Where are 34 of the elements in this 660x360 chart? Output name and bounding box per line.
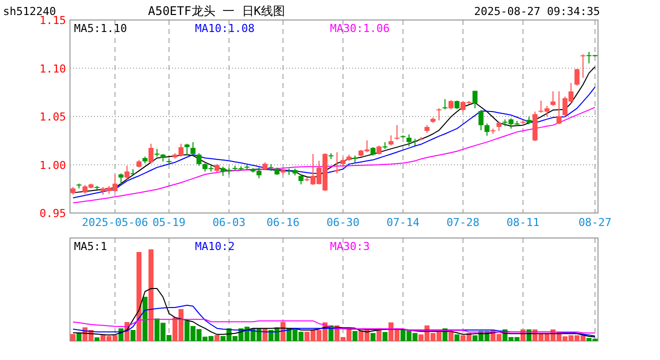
y-tick-label: 1.00: [40, 158, 66, 172]
bar: [148, 249, 154, 341]
bar: [382, 332, 388, 341]
y-tick-label: 1.15: [40, 14, 66, 27]
bar: [130, 330, 136, 341]
bar: [214, 335, 220, 341]
x-tick-label: 05-19: [152, 216, 186, 229]
text: MA5:1.10: [74, 22, 127, 35]
x-tick-label: 07-14: [386, 216, 420, 229]
x-tick-label: 06-30: [326, 216, 360, 229]
x-tick-label: 06-16: [266, 216, 300, 229]
bar: [448, 332, 454, 341]
x-tick-label: 07-28: [446, 216, 480, 229]
text: MA10:1.08: [195, 22, 255, 35]
bar: [454, 334, 460, 341]
chart-title: A50ETF龙头 一 日K线图: [148, 4, 286, 18]
text: MA30:1.06: [330, 22, 390, 35]
text: MA10:2: [195, 240, 235, 253]
x-tick-label: 08-27: [578, 216, 612, 229]
y-tick-label: 1.05: [40, 110, 66, 124]
y-tick-label: 1.10: [40, 62, 66, 76]
text: MA5:1: [74, 240, 108, 253]
bar: [70, 334, 76, 341]
y-tick-label: 0.95: [40, 207, 66, 220]
bar: [142, 296, 148, 341]
bar: [370, 333, 376, 341]
bar: [136, 252, 142, 341]
x-tick-label: 08-11: [506, 216, 540, 229]
bar: [352, 331, 358, 341]
text: MA30:3: [330, 240, 370, 253]
bar: [94, 337, 100, 341]
x-tick-label: 2025-05-06: [82, 216, 148, 229]
text: 2025-08-27 09:34:35: [474, 5, 600, 18]
x-tick-label: 06-03: [212, 216, 246, 229]
